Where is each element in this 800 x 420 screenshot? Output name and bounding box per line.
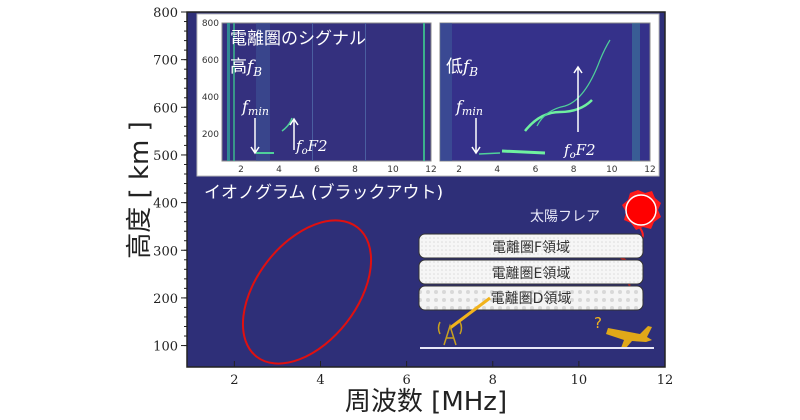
radio-signal-beam [449, 296, 491, 330]
x-tick-label: 6 [402, 373, 410, 388]
layer-e [418, 259, 644, 285]
layer-d-label: 電離圏D領域 [491, 290, 572, 307]
y-tick-label: 100 [153, 340, 178, 355]
radio-antenna-icon [437, 321, 463, 346]
x-axis-label: 周波数 [MHz] [345, 387, 507, 417]
inset-y-tick-label: 600 [202, 56, 219, 66]
inset-x-tick-label: 4 [276, 165, 282, 175]
fmin-arrow-icon [250, 118, 260, 155]
fmin-arrow-icon [471, 118, 481, 155]
x-tick-label: 8 [489, 373, 497, 388]
inset-x-tick-label: 4 [494, 165, 500, 175]
layer-e-label: 電離圏E領域 [492, 265, 571, 282]
layer-f-label: 電離圏F領域 [492, 239, 570, 256]
inset-y-tick-label: 200 [202, 130, 219, 140]
layer-f [418, 233, 644, 259]
y-tick-label: 400 [153, 197, 178, 212]
inset-right-fmin-label: fmin [455, 97, 483, 118]
inset-left-fb-label: 高fB [230, 57, 262, 79]
question-mark: ? [594, 314, 602, 332]
inset-y-tick-label: 800 [202, 19, 219, 29]
x-axis: 2 4 6 8 10 12 [230, 361, 673, 388]
x-tick-label: 12 [657, 373, 674, 388]
inset-x-tick-label: 6 [314, 165, 320, 175]
inset-left [221, 22, 432, 162]
inset-x-tick-label: 10 [606, 165, 618, 175]
inset-x-tick-label: 2 [456, 165, 462, 175]
sun-icon [622, 190, 661, 230]
y-tick-label: 700 [153, 54, 178, 69]
solar-flare-label: 太陽フレア [530, 209, 600, 225]
fof2-arrow-icon [289, 117, 299, 150]
fof2-arrow-icon [573, 65, 583, 132]
y-tick-label: 200 [153, 292, 178, 307]
inset-right [439, 22, 651, 162]
inset-x-tick-label: 2 [238, 165, 244, 175]
inset-right-fb-label: 低fB [446, 57, 478, 79]
y-axis-label: 高度 [ km ] [125, 121, 155, 258]
inset-x-tick-label: 10 [387, 165, 399, 175]
x-tick-label: 2 [230, 373, 238, 388]
inset-x-tick-label: 8 [571, 165, 577, 175]
inset-y-tick-label: 400 [202, 93, 219, 103]
inset-x-tick-label: 12 [644, 165, 655, 175]
inset-x-tick-label: 6 [533, 165, 539, 175]
y-axis: 100 200 300 400 500 600 700 800 [153, 6, 187, 355]
inset-title: 電離圏のシグナル [230, 29, 366, 49]
inset-x-tick-label: 8 [352, 165, 358, 175]
y-tick-label: 500 [153, 149, 178, 164]
inset-left-fof2-label: foF2 [295, 137, 328, 157]
inset-axes: 2 4 6 8 10 12 200 400 600 800 2 4 6 8 10 12 [202, 19, 656, 175]
blackout-ellipse [241, 219, 373, 365]
layer-d [418, 285, 644, 311]
airplane-icon [606, 326, 652, 348]
y-tick-label: 300 [153, 244, 178, 259]
y-tick-label: 800 [153, 6, 178, 21]
y-tick-label: 600 [153, 101, 178, 116]
inset-left-fmin-label: fmin [241, 97, 269, 118]
ionogram-title: イオノグラム (ブラックアウト) [204, 182, 443, 203]
inset-x-tick-label: 12 [425, 165, 436, 175]
inset-right-fof2-label: foF2 [563, 141, 596, 161]
x-tick-label: 4 [316, 373, 324, 388]
x-tick-label: 10 [571, 373, 588, 388]
